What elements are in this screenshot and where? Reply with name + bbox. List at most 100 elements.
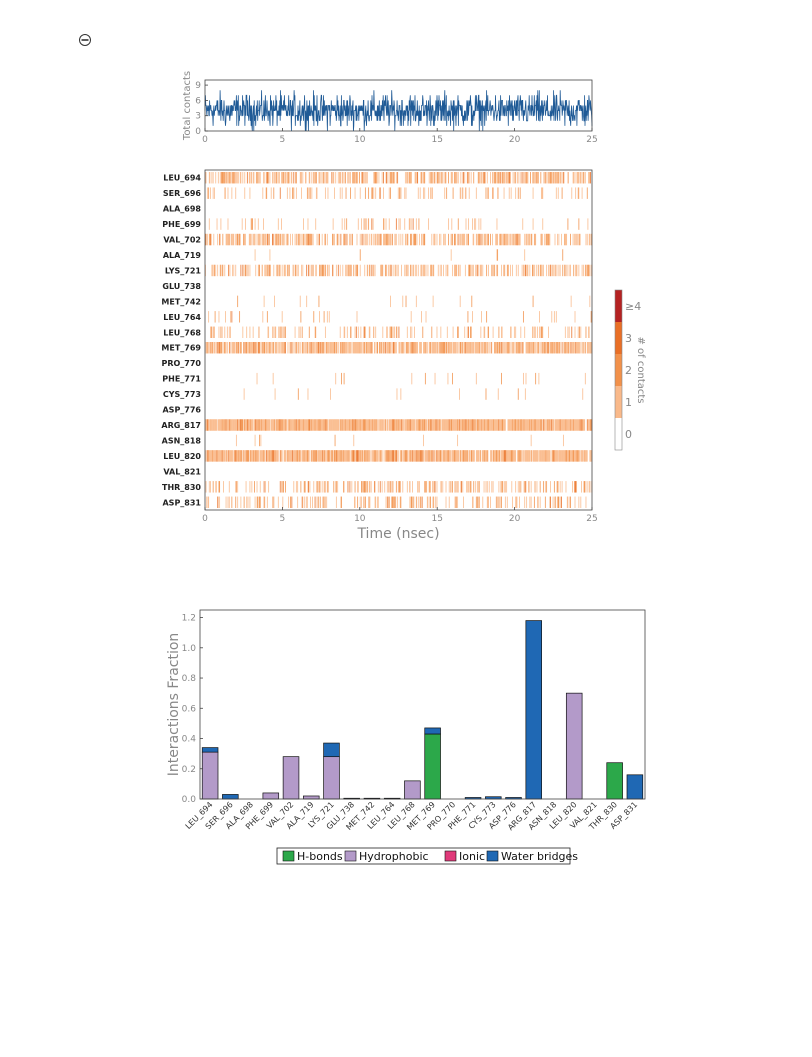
heatmap-contact-stripe	[235, 481, 237, 493]
heatmap-contact-stripe	[264, 172, 266, 184]
heatmap-contact-stripe	[548, 419, 550, 431]
heatmap-contact-stripe	[208, 419, 210, 431]
heatmap-contact-stripe	[577, 450, 579, 462]
timeline-x-tick-label: 0	[202, 135, 208, 145]
heatmap-contact-stripe	[283, 342, 284, 354]
heatmap-contact-stripe	[395, 342, 397, 354]
heatmap-contact-stripe	[226, 326, 228, 338]
heatmap-contact-stripe	[268, 342, 270, 354]
heatmap-contact-stripe	[369, 450, 371, 462]
heatmap-row-label: PHE_699	[162, 220, 201, 229]
heatmap-contact-stripe	[481, 342, 482, 354]
heatmap-contact-stripe	[498, 326, 500, 338]
heatmap-contact-stripe	[558, 264, 560, 277]
heatmap-contact-stripe	[404, 233, 406, 246]
heatmap-contact-stripe	[548, 342, 549, 354]
heatmap-contact-stripe	[372, 187, 373, 199]
heatmap-contact-stripe	[362, 450, 364, 462]
heatmap-contact-stripe	[411, 496, 413, 508]
heatmap-contact-stripe	[388, 481, 390, 493]
heatmap-contact-stripe	[254, 419, 255, 431]
heatmap-contact-stripe	[428, 172, 430, 184]
heatmap-contact-stripe	[561, 233, 562, 246]
heatmap-contact-stripe	[361, 233, 362, 246]
heatmap-contact-stripe	[379, 419, 380, 431]
heatmap-contact-stripe	[381, 419, 382, 431]
heatmap-contact-stripe	[373, 172, 375, 184]
heatmap-contact-stripe	[468, 218, 469, 230]
heatmap-contact-stripe	[435, 419, 437, 431]
heatmap-contact-stripe	[346, 450, 348, 462]
heatmap-contact-stripe	[529, 450, 531, 462]
heatmap-contact-stripe	[391, 342, 393, 354]
heatmap-contact-stripe	[326, 233, 328, 246]
heatmap-contact-stripe	[431, 187, 433, 199]
heatmap-contact-stripe	[417, 172, 419, 184]
heatmap-contact-stripe	[518, 233, 520, 246]
heatmap-contact-stripe	[427, 496, 429, 508]
heatmap-contact-stripe	[337, 172, 339, 184]
heatmap-contact-stripe	[534, 419, 536, 431]
heatmap-contact-stripe	[352, 172, 354, 184]
heatmap-row-cys_773	[243, 388, 584, 400]
heatmap-contact-stripe	[269, 342, 271, 354]
heatmap-contact-stripe	[320, 342, 322, 354]
heatmap-contact-stripe	[228, 450, 230, 462]
heatmap-contact-stripe	[221, 450, 222, 462]
heatmap-contact-stripe	[588, 172, 590, 184]
heatmap-contact-stripe	[553, 450, 555, 462]
heatmap-contact-stripe	[474, 419, 476, 431]
heatmap-contact-stripe	[572, 419, 574, 431]
heatmap-contact-stripe	[525, 450, 527, 462]
heatmap-contact-stripe	[275, 326, 277, 338]
heatmap-contact-stripe	[294, 419, 296, 431]
heatmap-contact-stripe	[477, 264, 479, 277]
heatmap-contact-stripe	[381, 342, 382, 354]
heatmap-contact-stripe	[577, 342, 578, 354]
heatmap-contact-stripe	[522, 172, 524, 184]
heatmap-contact-stripe	[272, 450, 273, 462]
heatmap-contact-stripe	[534, 450, 536, 462]
heatmap-contact-stripe	[341, 496, 342, 508]
heatmap-contact-stripe	[512, 419, 513, 431]
bar-phe_699-hydrophobic	[262, 792, 280, 800]
heatmap-contact-stripe	[450, 481, 452, 493]
heatmap-contact-stripe	[392, 264, 394, 277]
heatmap-contact-stripe	[432, 450, 434, 462]
heatmap-contact-stripe	[246, 326, 248, 338]
heatmap-contact-stripe	[508, 342, 509, 354]
heatmap-contact-stripe	[388, 342, 390, 354]
heatmap-contact-stripe	[435, 419, 437, 431]
heatmap-contact-stripe	[395, 233, 397, 246]
heatmap-contact-stripe	[496, 249, 498, 261]
heatmap-contact-stripe	[405, 419, 407, 431]
heatmap-contact-stripe	[282, 342, 284, 354]
heatmap-contact-stripe	[234, 450, 235, 462]
heatmap-contact-stripe	[549, 172, 551, 184]
heatmap-contact-stripe	[522, 450, 524, 462]
heatmap-contact-stripe	[218, 419, 220, 431]
heatmap-contact-stripe	[241, 419, 242, 431]
heatmap-contact-stripe	[324, 419, 326, 431]
heatmap-contact-stripe	[588, 419, 589, 431]
heatmap-contact-stripe	[343, 481, 344, 493]
heatmap-contact-stripe	[229, 172, 231, 184]
heatmap-contact-stripe	[354, 342, 355, 354]
heatmap-contact-stripe	[488, 264, 489, 277]
heatmap-contact-stripe	[395, 450, 397, 462]
heatmap-contact-stripe	[339, 172, 340, 184]
heatmap-contact-stripe	[307, 342, 309, 354]
heatmap-contact-stripe	[472, 450, 474, 462]
heatmap-contact-stripe	[416, 172, 418, 184]
heatmap-contact-stripe	[466, 419, 468, 431]
heatmap-contact-stripe	[513, 419, 515, 431]
heatmap-contact-stripe	[517, 419, 519, 431]
heatmap-contact-stripe	[535, 372, 537, 385]
heatmap-contact-stripe	[428, 342, 430, 354]
heatmap-contact-stripe	[283, 450, 285, 462]
heatmap-contact-stripe	[582, 342, 584, 354]
heatmap-contact-stripe	[369, 326, 371, 338]
heatmap-contact-stripe	[433, 419, 435, 431]
heatmap-contact-stripe	[324, 481, 326, 493]
heatmap-contact-stripe	[431, 264, 433, 277]
